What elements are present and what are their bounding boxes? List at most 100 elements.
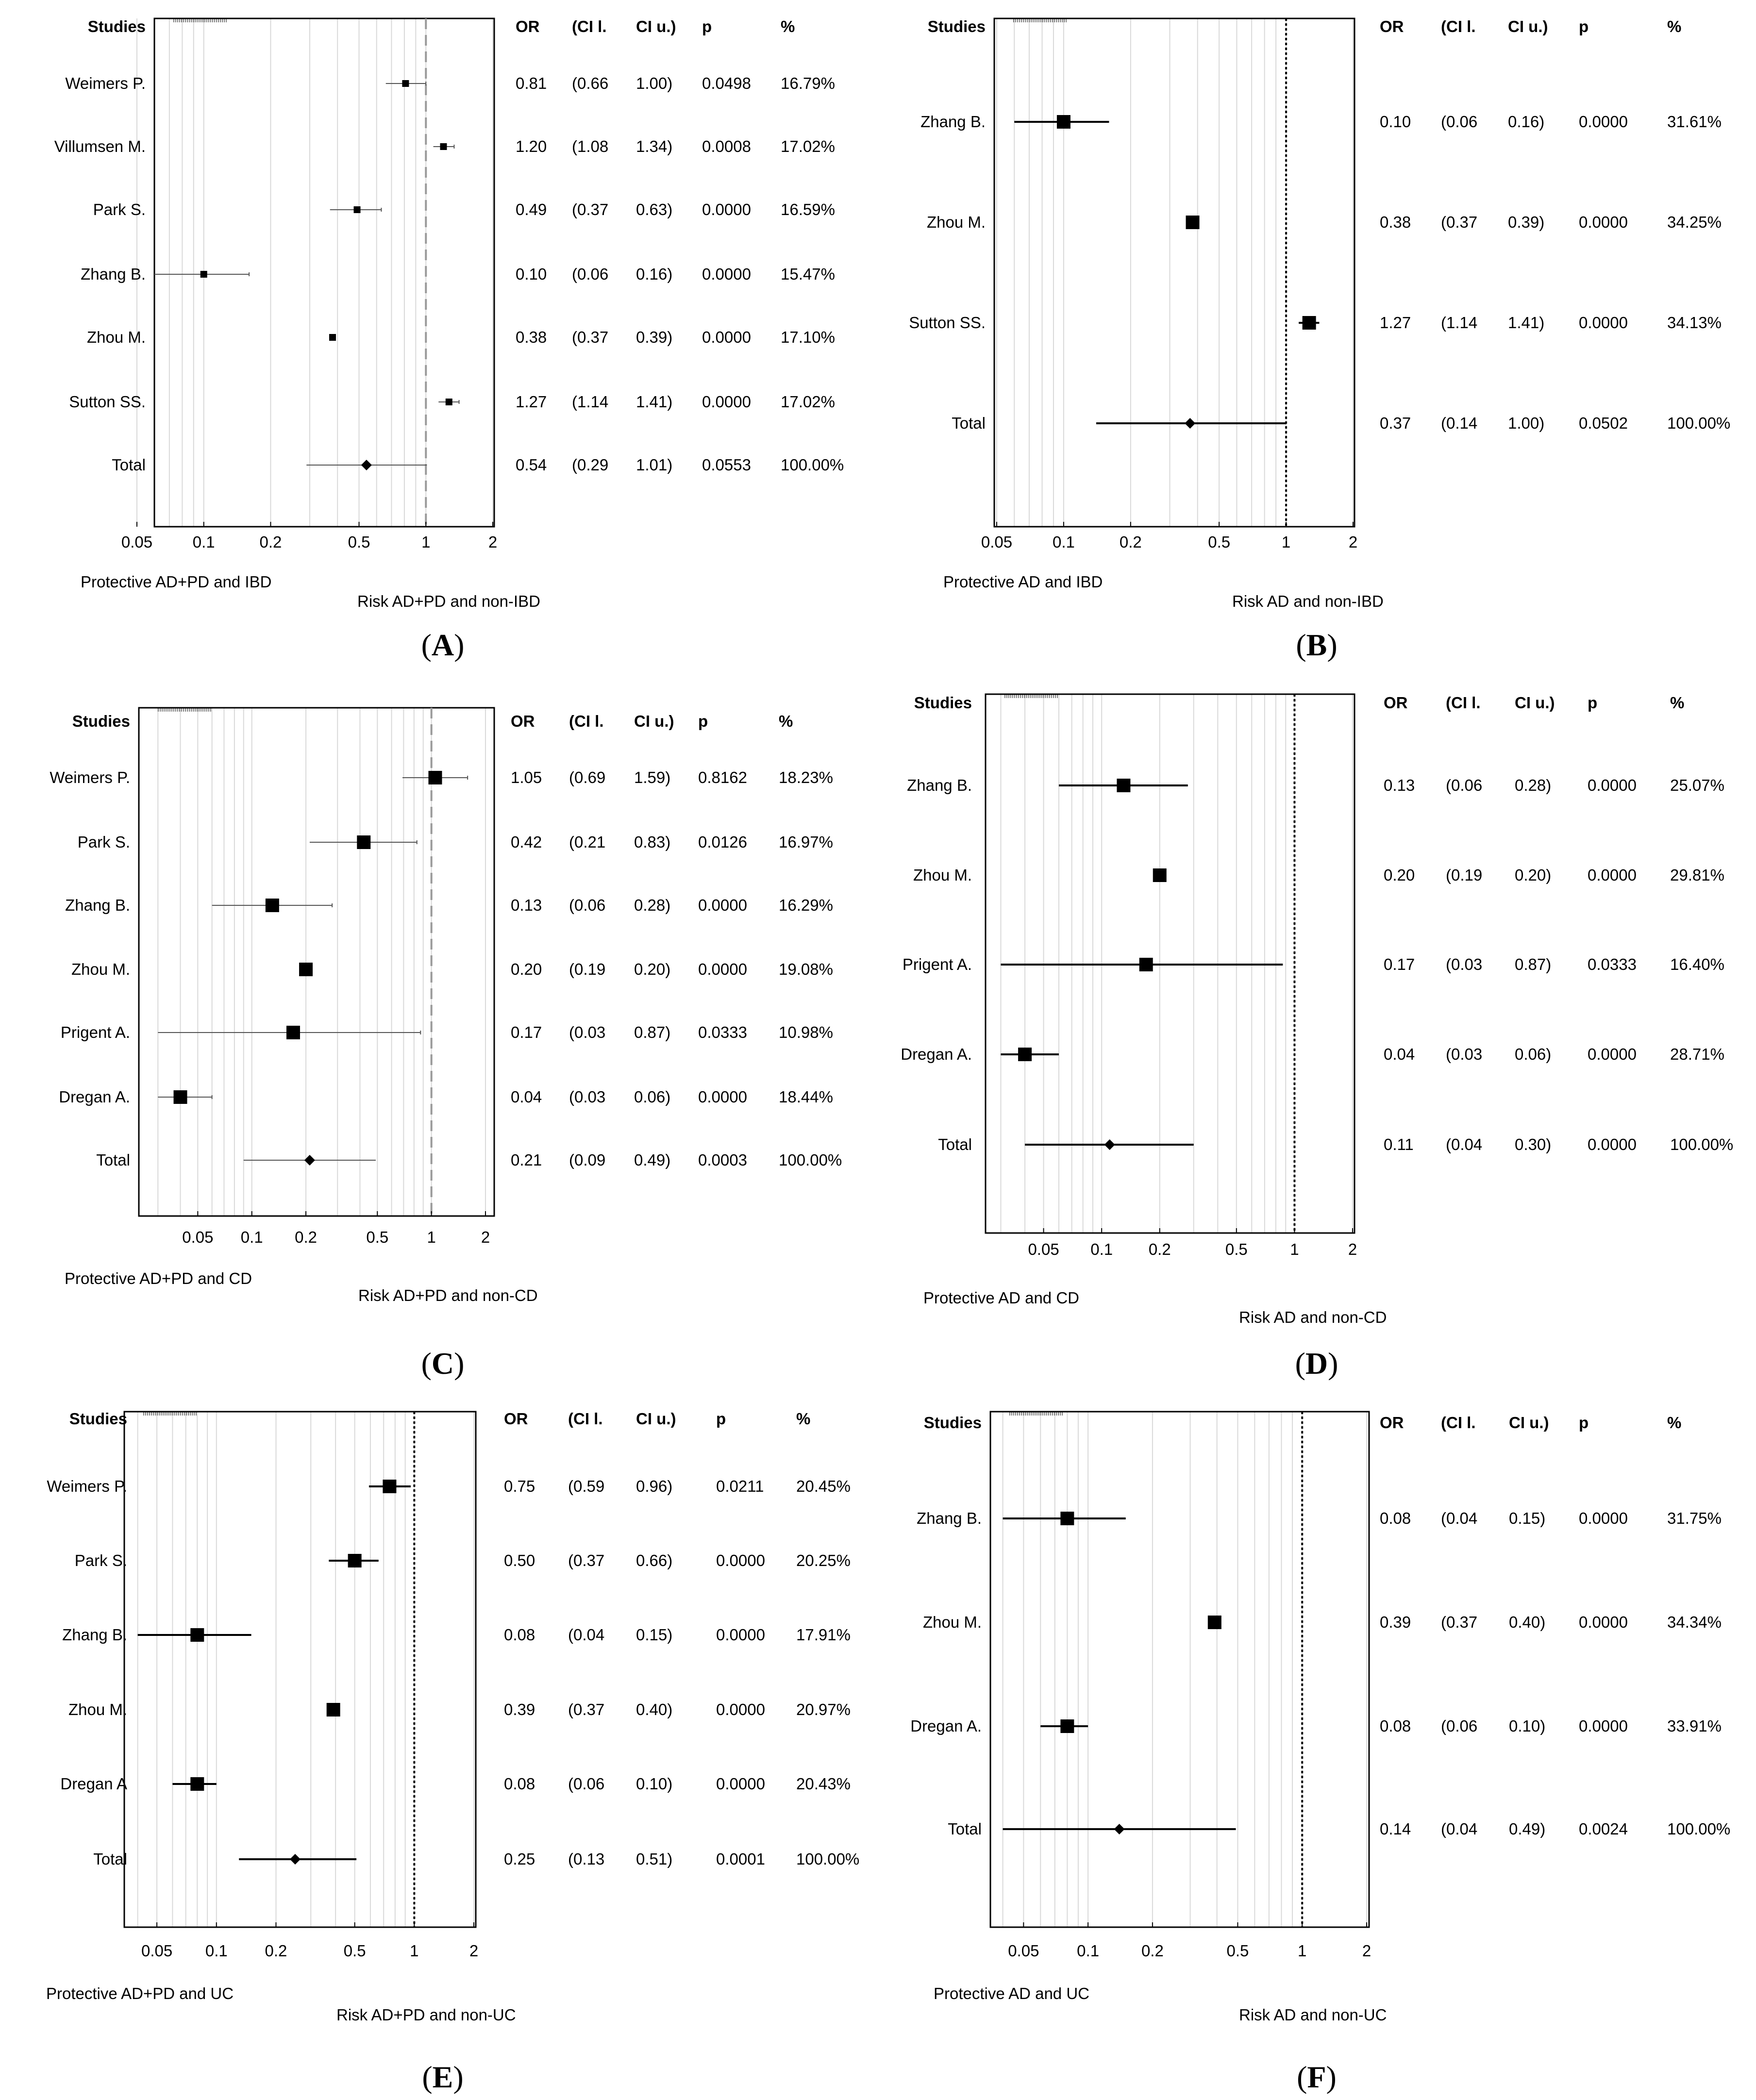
header-percent: % xyxy=(1670,694,1684,712)
point-estimate-square xyxy=(1056,115,1070,129)
plot-frame xyxy=(153,17,495,528)
axis-tick-label: 1 xyxy=(1282,533,1290,551)
risk-label: Risk AD+PD and non-CD xyxy=(358,1286,538,1304)
header-ci-upper: CI u.) xyxy=(636,17,676,35)
p-value: 0.0000 xyxy=(1579,213,1628,231)
ci-upper-value: 1.59) xyxy=(634,768,670,786)
study-row: Dregan A 0.08 (0.06 0.10) 0.0000 20.43% xyxy=(60,1775,851,1793)
or-value: 0.38 xyxy=(1380,213,1411,231)
ci-lower-value: (0.14 xyxy=(1441,414,1477,432)
or-value: 0.42 xyxy=(511,833,542,851)
or-value: 1.27 xyxy=(516,393,547,411)
axis-tick-label: 0.2 xyxy=(265,1942,287,1960)
or-value: 0.25 xyxy=(504,1850,535,1868)
study-name: Zhou M. xyxy=(68,1700,127,1718)
ci-lower-value: (0.21 xyxy=(569,833,605,851)
ci-upper-value: 0.40) xyxy=(636,1700,672,1718)
axis-tick-label: 2 xyxy=(469,1942,478,1960)
axis-tick-label: 1 xyxy=(421,533,430,551)
point-estimate-square xyxy=(326,1703,340,1717)
axis-tick-label: 2 xyxy=(1349,533,1357,551)
grid-lines xyxy=(996,18,1354,527)
weight-percent: 18.44% xyxy=(779,1088,833,1106)
grid-lines xyxy=(136,18,493,527)
or-value: 0.08 xyxy=(1380,1509,1411,1527)
ci-upper-value: 0.10) xyxy=(1509,1717,1545,1735)
grid-lines xyxy=(157,708,486,1216)
point-estimate-square xyxy=(1139,958,1153,971)
header-studies: Studies xyxy=(914,694,972,712)
panel-a: Studies OR (CI l. CI u.) p % Weimers P. 0.81 (0.… xyxy=(54,17,844,662)
or-value: 0.50 xyxy=(504,1551,535,1569)
ci-upper-value: 0.06) xyxy=(634,1088,670,1106)
ci-lower-value: (1.14 xyxy=(1441,314,1477,332)
ci-lower-value: (0.37 xyxy=(568,1700,604,1718)
p-value: 0.0000 xyxy=(1588,1045,1637,1063)
axis-tick-label: 0.05 xyxy=(1008,1942,1039,1960)
or-value: 0.11 xyxy=(1384,1135,1414,1153)
study-row: Zhou M. 0.20 (0.19 0.20) 0.0000 29.81% xyxy=(913,866,1724,884)
or-value: 0.38 xyxy=(516,328,547,346)
study-row: Prigent A. 0.17 (0.03 0.87) 0.0333 10.98% xyxy=(61,1023,833,1041)
plot-frame xyxy=(138,707,495,1217)
study-name: Zhou M. xyxy=(927,213,986,231)
axis-tick-label: 0.05 xyxy=(1028,1240,1059,1258)
header-ci-lower: (CI l. xyxy=(1441,1414,1476,1432)
risk-label: Risk AD and non-UC xyxy=(1239,2006,1387,2024)
p-value: 0.0001 xyxy=(716,1850,765,1868)
panel-label: (D) xyxy=(1295,1346,1338,1381)
study-name: Total xyxy=(952,414,986,432)
plot-frame xyxy=(989,1411,1370,1928)
or-value: 0.20 xyxy=(1384,866,1415,884)
p-value: 0.0000 xyxy=(716,1775,765,1793)
ci-upper-value: 0.40) xyxy=(1509,1613,1545,1631)
axis-tick-label: 0.5 xyxy=(348,533,370,551)
protective-label: Protective AD+PD and IBD xyxy=(81,573,271,591)
study-name: Zhang B. xyxy=(920,113,986,131)
study-name: Park S. xyxy=(78,833,130,851)
weight-percent: 18.23% xyxy=(779,768,833,786)
ci-lower-value: (0.04 xyxy=(1446,1135,1482,1153)
ci-lower-value: (0.06 xyxy=(568,1775,604,1793)
ci-lower-value: (0.29 xyxy=(572,456,608,474)
protective-label: Protective AD+PD and UC xyxy=(46,1984,234,2002)
ci-upper-value: 0.15) xyxy=(1509,1509,1545,1527)
p-value: 0.0000 xyxy=(698,960,747,978)
ci-upper-value: 0.66) xyxy=(636,1551,672,1569)
ci-lower-value: (0.37 xyxy=(572,200,608,218)
or-value: 0.04 xyxy=(511,1088,542,1106)
point-estimate-square xyxy=(1186,216,1200,229)
risk-label: Risk AD and non-CD xyxy=(1239,1308,1387,1326)
total-row: Total 0.25 (0.13 0.51) 0.0001 100.00% xyxy=(93,1850,859,1868)
point-estimate-diamond xyxy=(1185,418,1196,429)
p-value: 0.0003 xyxy=(698,1151,747,1169)
panel-label: (F) xyxy=(1297,2060,1337,2094)
protective-label: Protective AD+PD and CD xyxy=(65,1269,252,1287)
p-value: 0.0000 xyxy=(1579,314,1628,332)
protective-label: Protective AD and CD xyxy=(923,1289,1079,1307)
header-studies: Studies xyxy=(88,17,146,35)
weight-percent: 29.81% xyxy=(1670,866,1724,884)
header-or: OR xyxy=(1380,1414,1404,1432)
axis-tick-label: 0.5 xyxy=(1225,1240,1248,1258)
or-value: 0.08 xyxy=(1380,1717,1411,1735)
study-name: Dregan A. xyxy=(901,1045,972,1063)
p-value: 0.0000 xyxy=(716,1700,765,1718)
panel-c: Studies OR (CI l. CI u.) p % Weimers P. 1.05 (0.… xyxy=(50,707,842,1381)
or-value: 0.54 xyxy=(516,456,547,474)
or-value: 0.39 xyxy=(1380,1613,1411,1631)
study-name: Weimers P. xyxy=(47,1477,127,1495)
or-value: 0.10 xyxy=(516,265,547,283)
ci-upper-value: 0.10) xyxy=(636,1775,672,1793)
p-value: 0.0000 xyxy=(702,200,751,218)
p-value: 0.0000 xyxy=(698,896,747,914)
study-name: Total xyxy=(938,1135,972,1153)
total-row: Total 0.37 (0.14 1.00) 0.0502 100.00% xyxy=(952,414,1730,432)
point-estimate-diamond xyxy=(361,460,372,470)
study-name: Dregan A xyxy=(60,1775,127,1793)
ci-upper-value: 0.15) xyxy=(636,1626,672,1644)
weight-percent: 16.40% xyxy=(1670,955,1724,973)
top-ruler xyxy=(1013,18,1067,22)
or-value: 0.04 xyxy=(1384,1045,1415,1063)
